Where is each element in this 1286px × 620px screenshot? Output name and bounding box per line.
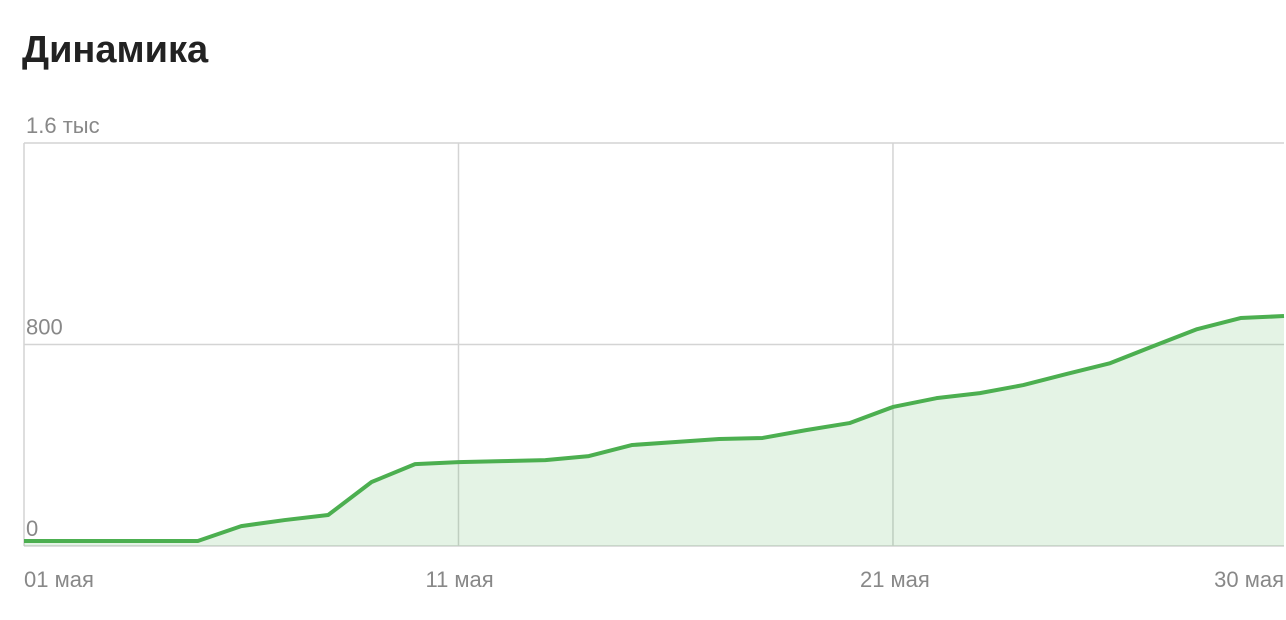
- x-tick-label: 11 мая: [425, 567, 493, 592]
- y-tick-label: 800: [26, 315, 63, 340]
- y-tick-label: 0: [26, 516, 38, 541]
- x-tick-label: 01 мая: [24, 567, 94, 592]
- x-tick-label: 21 мая: [860, 567, 930, 592]
- chart-title: Динамика: [22, 29, 209, 71]
- area-fill: [24, 316, 1284, 546]
- y-tick-label: 1.6 тыс: [26, 113, 100, 138]
- x-tick-label: 30 мая: [1214, 567, 1284, 592]
- line: [24, 314, 1285, 543]
